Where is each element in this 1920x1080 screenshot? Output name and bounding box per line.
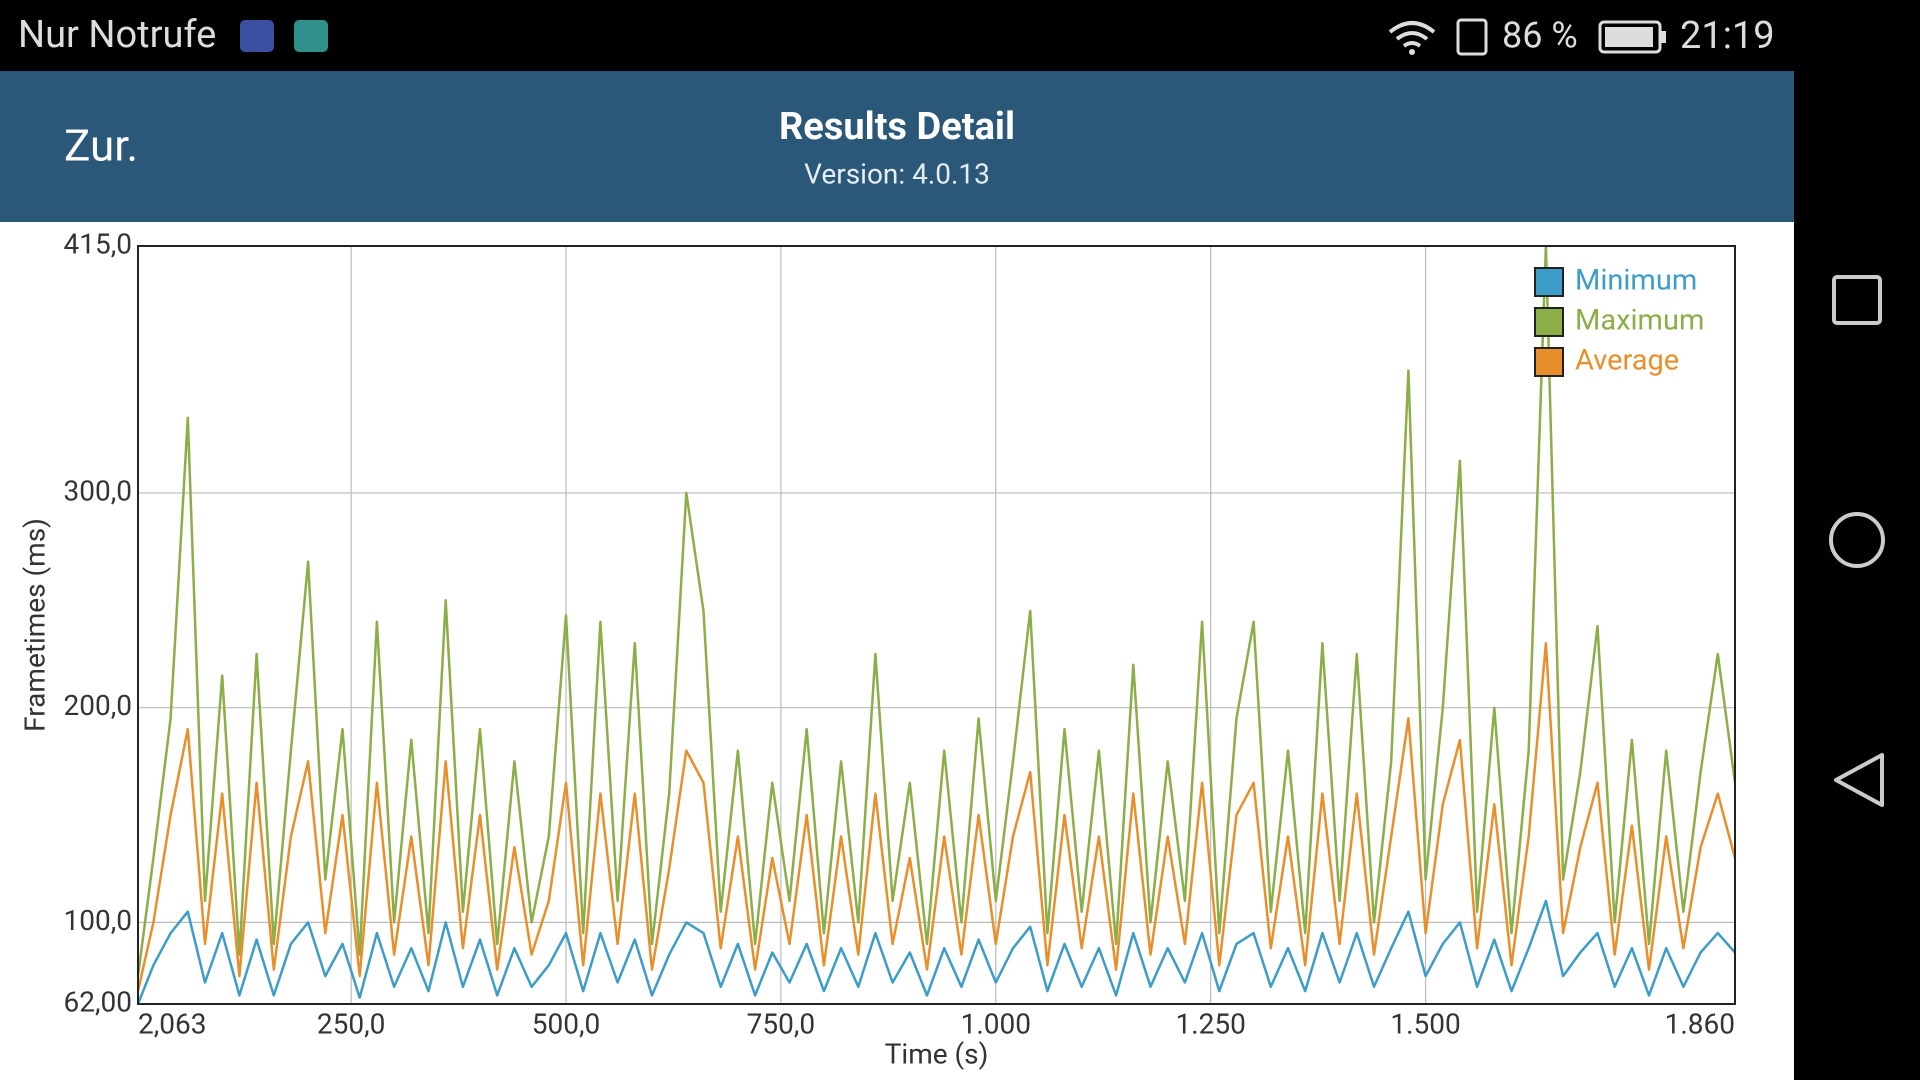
battery-percent: 86 % [1502, 15, 1578, 57]
recents-button[interactable] [1832, 275, 1882, 325]
health-icon [240, 20, 274, 52]
wifi-dot [1409, 49, 1415, 55]
gallery-icon [294, 20, 328, 52]
x-tick-label: 500,0 [532, 1007, 600, 1040]
legend-label: Minimum [1575, 264, 1697, 298]
battery-icon [1598, 20, 1662, 54]
carrier: Nur Notrufe [18, 13, 216, 57]
battery-level [1605, 27, 1653, 47]
nav-bar [1794, 0, 1920, 1080]
legend-swatch [1534, 307, 1564, 337]
x-tick-label: 1.250 [1176, 1007, 1246, 1040]
x-tick-label: 2,063 [138, 1007, 206, 1040]
legend-label: Average [1575, 344, 1679, 378]
plot-frame [137, 245, 1736, 1005]
series-line [138, 246, 1735, 977]
sim-icon [1456, 18, 1488, 56]
header-subtitle: Version: 4.0.13 [804, 157, 990, 190]
y-tick-label: 415,0 [64, 227, 132, 260]
clock: 21:19 [1680, 14, 1775, 58]
back-button[interactable]: Zur. [64, 120, 138, 172]
y-tick-label: 300,0 [64, 474, 132, 507]
y-tick-label: 62,00 [64, 985, 132, 1018]
back-nav-button[interactable] [1834, 753, 1884, 807]
legend-swatch [1534, 347, 1564, 377]
x-tick-label: 250,0 [317, 1007, 385, 1040]
home-button[interactable] [1829, 512, 1885, 568]
series-line [138, 899, 1735, 1004]
chart: 62,00 100,0 200,0 300,0 415,0 2,063 250,0 500,0… [18, 227, 1736, 1070]
y-axis-label: Frametimes (ms) [18, 518, 51, 732]
x-tick-label: 750,0 [747, 1007, 815, 1040]
x-axis-label: Time (s) [885, 1037, 989, 1070]
y-tick-label: 200,0 [64, 689, 132, 722]
legend-label: Maximum [1575, 304, 1704, 338]
app-header [0, 71, 1794, 222]
y-tick-label: 100,0 [64, 904, 132, 937]
series-line [138, 642, 1735, 992]
x-tick-label: 1.500 [1390, 1007, 1460, 1040]
wifi-icon [1388, 21, 1436, 48]
x-tick-label: 1.000 [961, 1007, 1031, 1040]
battery-tip [1661, 31, 1666, 43]
x-tick-label: 1.860 [1665, 1007, 1735, 1040]
legend-swatch [1534, 267, 1564, 297]
header-title: Results Detail [779, 105, 1015, 149]
